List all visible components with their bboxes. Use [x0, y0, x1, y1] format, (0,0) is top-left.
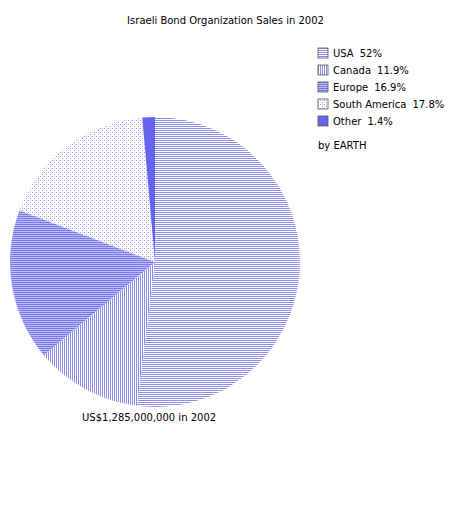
legend-label: South America 17.8% — [333, 99, 444, 110]
legend-category: USA — [333, 48, 354, 59]
legend-category: South America — [333, 99, 407, 110]
legend-label: USA 52% — [333, 48, 382, 59]
legend-swatch — [318, 116, 328, 126]
chart-svg: Israeli Bond Organization Sales in 2002 U… — [0, 0, 455, 505]
legend-swatch — [318, 99, 328, 109]
legend-label: Canada 11.9% — [333, 65, 409, 76]
chart-container: Israeli Bond Organization Sales in 2002 U… — [0, 0, 455, 505]
legend-category: Europe — [333, 82, 368, 93]
pie-slice — [20, 118, 155, 262]
legend: USA 52% Canada 11.9% Europe 16.9% South Americ… — [318, 48, 444, 127]
legend-value: 52% — [360, 48, 382, 59]
pie-slice — [142, 117, 155, 262]
legend-swatch — [318, 48, 328, 58]
legend-label: Other 1.4% — [333, 116, 393, 127]
legend-category: Other — [333, 116, 362, 127]
annotation: by EARTH — [318, 140, 366, 151]
legend-value: 16.9% — [374, 82, 406, 93]
legend-value: 17.8% — [413, 99, 445, 110]
legend-category: Canada — [333, 65, 371, 76]
legend-swatch — [318, 82, 328, 92]
legend-value: 1.4% — [367, 116, 392, 127]
legend-label: Europe 16.9% — [333, 82, 406, 93]
legend-value: 11.9% — [377, 65, 409, 76]
annotation: US$1,285,000,000 in 2002 — [82, 412, 216, 423]
legend-swatch — [318, 65, 328, 75]
chart-title: Israeli Bond Organization Sales in 2002 — [127, 15, 324, 26]
pie — [10, 117, 300, 407]
pie-slice — [137, 117, 300, 407]
